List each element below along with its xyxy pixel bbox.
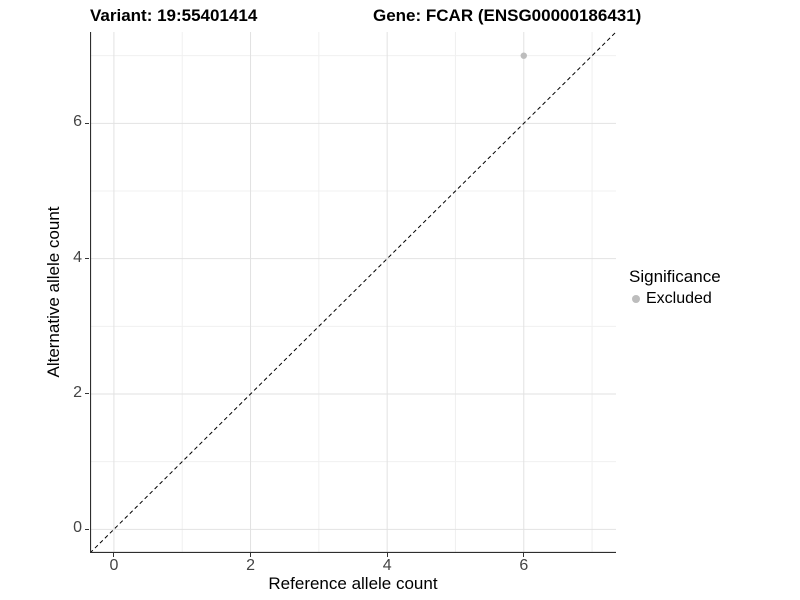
gene-title: Gene: FCAR (ENSG00000186431) <box>373 6 642 25</box>
legend: Significance Excluded <box>629 267 721 308</box>
x-tick-label: 6 <box>519 557 529 574</box>
x-tick-mark <box>523 553 525 557</box>
plot-svg <box>90 32 616 553</box>
y-tick-label: 0 <box>73 519 82 537</box>
legend-title: Significance <box>629 267 721 286</box>
identity-dashed-line <box>90 32 616 553</box>
legend-items: Excluded <box>629 290 721 308</box>
x-tick-mark <box>113 553 115 557</box>
x-tick-label: 0 <box>109 557 119 574</box>
y-tick-mark <box>85 258 89 260</box>
x-tick-mark <box>386 553 388 557</box>
x-axis-title: Reference allele count <box>268 574 438 593</box>
x-tick-label: 4 <box>382 557 392 574</box>
y-tick-label: 6 <box>73 113 82 131</box>
legend-item: Excluded <box>629 290 721 308</box>
legend-point-icon <box>632 295 640 303</box>
y-tick-mark <box>85 122 89 124</box>
y-tick-label: 2 <box>73 383 82 401</box>
y-axis-title: Alternative allele count <box>44 206 63 378</box>
y-tick-mark <box>85 393 89 395</box>
plot-panel <box>90 32 616 553</box>
variant-title: Variant: 19:55401414 <box>90 6 258 25</box>
y-tick-label: 4 <box>73 248 82 266</box>
x-tick-label: 2 <box>246 557 255 574</box>
y-tick-mark <box>85 528 89 530</box>
x-tick-mark <box>250 553 252 557</box>
data-point <box>520 52 527 59</box>
legend-item-label: Excluded <box>646 290 712 307</box>
